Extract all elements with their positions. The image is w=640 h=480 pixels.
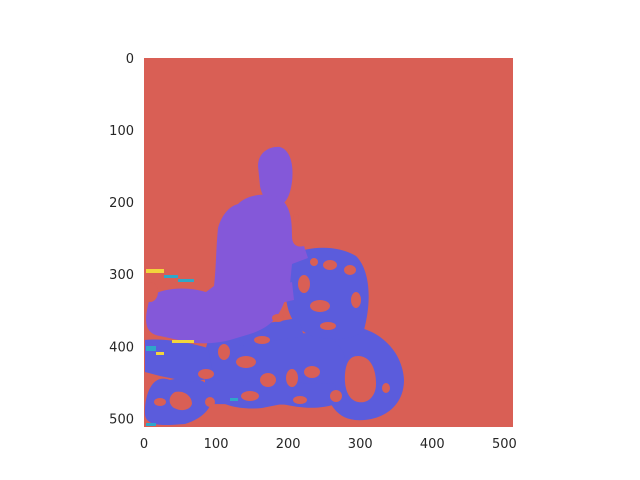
x-tick-label: 200 [276,437,301,452]
x-tick-label: 400 [420,437,445,452]
plot-area [142,58,513,427]
x-tick-label: 500 [492,437,517,452]
y-tick-label: 100 [109,124,134,139]
y-tick-label: 0 [126,52,134,67]
y-tick-label: 300 [109,268,134,283]
x-axis-ticks: 0 100 200 300 400 500 [140,437,517,452]
x-tick-label: 100 [204,437,229,452]
y-tick-label: 500 [109,412,134,427]
x-tick-label: 0 [140,437,148,452]
x-tick-label: 300 [348,437,373,452]
y-tick-label: 400 [109,340,134,355]
y-axis-ticks: 0 100 200 300 400 500 [109,52,134,427]
y-tick-label: 200 [109,196,134,211]
